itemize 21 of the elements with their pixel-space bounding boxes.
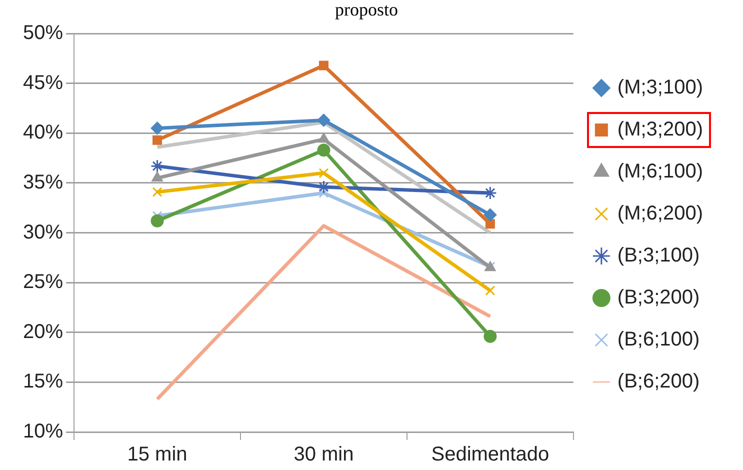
y-tick-label: 45% (23, 72, 64, 94)
legend-label: (B;6;100) (617, 328, 700, 351)
legend-label: (M;6;200) (617, 202, 704, 225)
x-tick-label: Sedimentado (431, 444, 550, 466)
y-tick-label: 10% (23, 420, 64, 443)
chart-title: proposto (335, 0, 398, 20)
y-tick-label: 15% (23, 370, 64, 393)
y-tick-label: 50% (23, 22, 64, 44)
legend-label: (B;6;200) (617, 370, 700, 393)
x-tick-label: 15 min (127, 444, 188, 466)
y-tick-label: 30% (23, 221, 64, 244)
y-tick-label: 35% (23, 172, 64, 194)
legend-label: (B;3;200) (617, 286, 700, 309)
legend-label: (M;3;200) (617, 118, 704, 141)
legend-label: (M;3;100) (617, 76, 704, 99)
y-tick-label: 25% (23, 271, 64, 294)
legend-label: (B;3;100) (617, 244, 700, 267)
legend-label: (M;6;100) (617, 160, 704, 183)
y-tick-label: 40% (23, 122, 64, 144)
y-tick-label: 20% (23, 320, 64, 343)
x-tick-label: 30 min (294, 444, 354, 466)
